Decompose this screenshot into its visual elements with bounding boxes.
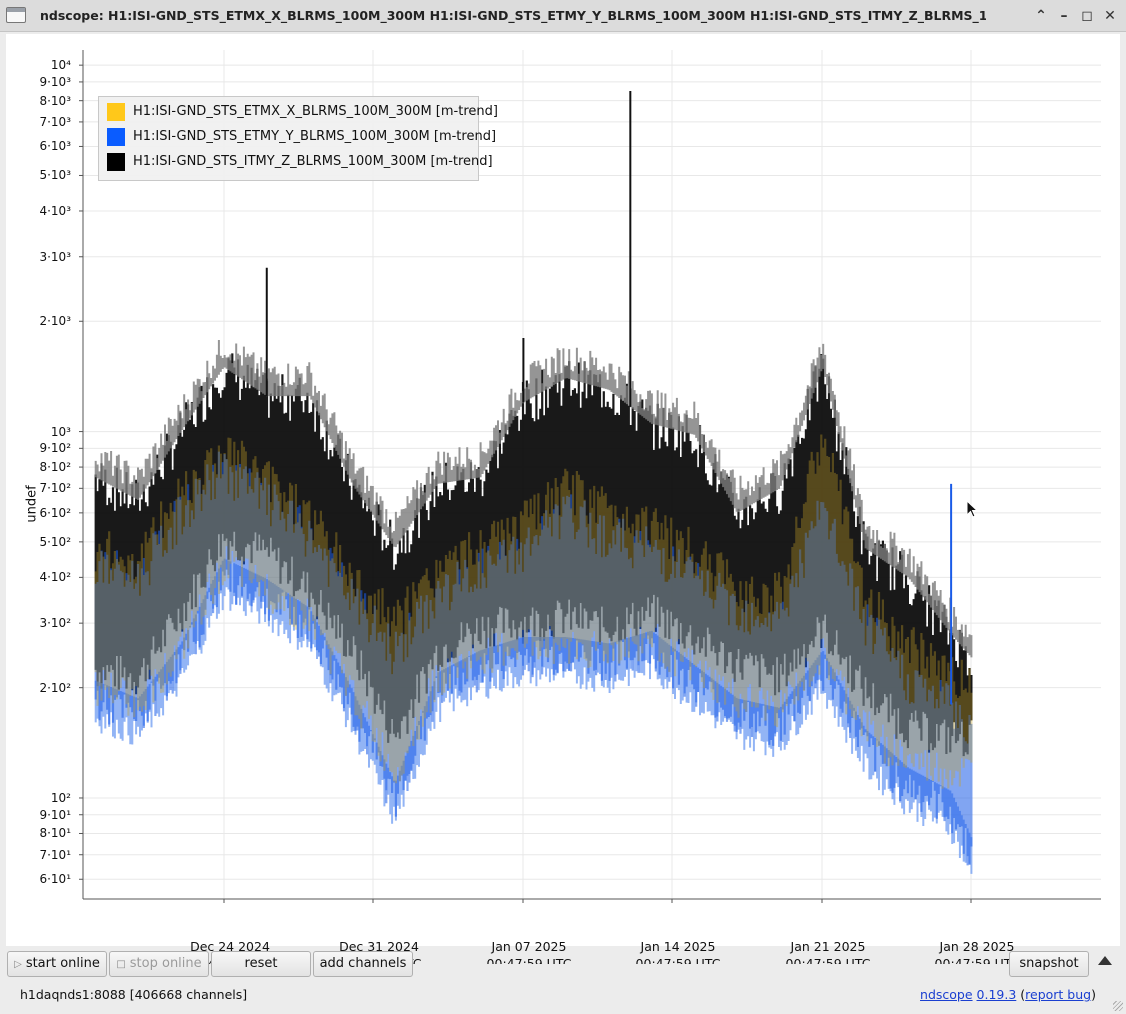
y-tick-label: 6·10³	[39, 139, 71, 154]
legend-label: H1:ISI-GND_STS_ETMY_Y_BLRMS_100M_300M [m…	[133, 129, 497, 144]
stop-icon: □	[116, 959, 126, 970]
ndscope-link[interactable]: ndscope	[920, 987, 973, 1002]
stop-online-button[interactable]: □ stop online	[109, 951, 209, 977]
stop-online-label: stop online	[129, 956, 202, 971]
version-info: ndscope 0.19.3 (report bug)	[920, 987, 1096, 1002]
y-tick-label: 6·10²	[39, 505, 71, 520]
plot-axes	[79, 50, 1101, 903]
y-tick-label: 4·10²	[39, 570, 71, 585]
y-tick-label: 10²	[50, 790, 71, 805]
status-bar: h1daqnds1:8088 [406668 channels] ndscope…	[0, 984, 1126, 1014]
y-tick-label: 4·10³	[39, 203, 71, 218]
play-icon: ▷	[14, 959, 22, 970]
reset-button[interactable]: reset	[211, 951, 311, 977]
y-tick-label: 8·10¹	[39, 826, 71, 841]
legend-label: H1:ISI-GND_STS_ITMY_Z_BLRMS_100M_300M [m…	[133, 154, 493, 169]
x-tick-label: Jan 21 2025 00:47:59 UTC	[758, 938, 898, 964]
x-tick-date: Dec 24 2024	[190, 939, 270, 954]
start-online-button[interactable]: ▷ start online	[7, 951, 107, 977]
y-tick-label: 3·10³	[39, 249, 71, 264]
legend: H1:ISI-GND_STS_ETMX_X_BLRMS_100M_300M [m…	[98, 96, 498, 181]
x-tick-time: 00:47:59 UTC	[785, 956, 871, 964]
resize-grip-icon[interactable]	[1113, 1001, 1123, 1011]
minimize-icon[interactable]: –	[1060, 8, 1068, 24]
start-online-label: start online	[25, 956, 100, 971]
x-tick-date: Jan 28 2025	[939, 939, 1015, 954]
close-icon[interactable]: ✕	[1104, 8, 1116, 24]
y-tick-label: 7·10²	[39, 481, 71, 496]
series-trace	[94, 434, 973, 789]
x-tick-label: Jan 28 2025 00:47:59 UTC	[907, 938, 1047, 964]
x-tick-date: Dec 31 2024	[339, 939, 419, 954]
server-status: h1daqnds1:8088 [406668 channels]	[20, 987, 248, 1002]
y-axis-label: undef	[24, 485, 40, 523]
y-tick-label: 9·10³	[39, 74, 71, 89]
x-tick-label: Jan 14 2025 00:47:59 UTC	[608, 938, 748, 964]
maximize-icon[interactable]: ◻	[1081, 8, 1093, 24]
y-tick-label: 6·10¹	[39, 872, 71, 887]
paren-close: )	[1091, 987, 1096, 1002]
x-tick-date: Jan 14 2025	[640, 939, 716, 954]
series-bars	[94, 434, 973, 789]
x-tick-time: 00:47:59 UTC	[635, 956, 721, 964]
y-tick-label: 5·10²	[39, 534, 71, 549]
x-tick-label: Jan 07 2025 00:47:59 UTC	[459, 938, 599, 964]
y-tick-label: 2·10²	[39, 680, 71, 695]
legend-swatch-etmx	[107, 103, 125, 121]
app-window-icon	[6, 7, 26, 23]
toolbar: ▷ start online □ stop online reset add cha…	[0, 946, 1126, 984]
x-tick-time: 00:47:59 UTC	[934, 956, 1020, 964]
x-tick-date: Jan 07 2025	[491, 939, 567, 954]
add-channels-button[interactable]: add channels	[313, 951, 413, 977]
x-tick-date: Jan 21 2025	[790, 939, 866, 954]
series-bars	[94, 451, 973, 866]
y-tick-label: 7·10³	[39, 114, 71, 129]
y-tick-label: 8·10³	[39, 93, 71, 108]
y-tick-label: 9·10²	[39, 441, 71, 456]
y-tick-label: 3·10²	[39, 616, 71, 631]
y-tick-label: 9·10¹	[39, 807, 71, 822]
y-tick-label: 10³	[50, 424, 71, 439]
legend-swatch-itmy	[107, 153, 125, 171]
paren-open: (	[1016, 987, 1026, 1002]
collapse-up-icon[interactable]	[1098, 956, 1112, 965]
y-tick-label: 5·10³	[39, 168, 71, 183]
snapshot-button[interactable]: snapshot	[1009, 951, 1089, 977]
mouse-cursor-icon	[966, 500, 979, 518]
window-titlebar[interactable]: ndscope: H1:ISI-GND_STS_ETMX_X_BLRMS_100…	[0, 0, 1126, 32]
chevron-up-icon[interactable]: ⌃	[1035, 8, 1047, 24]
y-tick-label: 7·10¹	[39, 847, 71, 862]
trend-traces	[94, 91, 973, 874]
y-tick-label: 2·10³	[39, 314, 71, 329]
version-link[interactable]: 0.19.3	[976, 987, 1017, 1002]
y-tick-label: 10⁴	[50, 58, 71, 73]
legend-swatch-etmy	[107, 128, 125, 146]
window-title: ndscope: H1:ISI-GND_STS_ETMX_X_BLRMS_100…	[40, 8, 986, 23]
y-tick-label: 8·10²	[39, 460, 71, 475]
x-tick-time: 00:47:59 UTC	[486, 956, 572, 964]
report-bug-link[interactable]: report bug	[1025, 987, 1092, 1002]
legend-label: H1:ISI-GND_STS_ETMX_X_BLRMS_100M_300M [m…	[133, 104, 498, 119]
series-trace	[94, 451, 973, 866]
series-max-envelope	[94, 340, 973, 658]
plot-area[interactable]: H1:ISI-GND_STS_ETMX_X_BLRMS_100M_300M [m…	[6, 34, 1120, 964]
